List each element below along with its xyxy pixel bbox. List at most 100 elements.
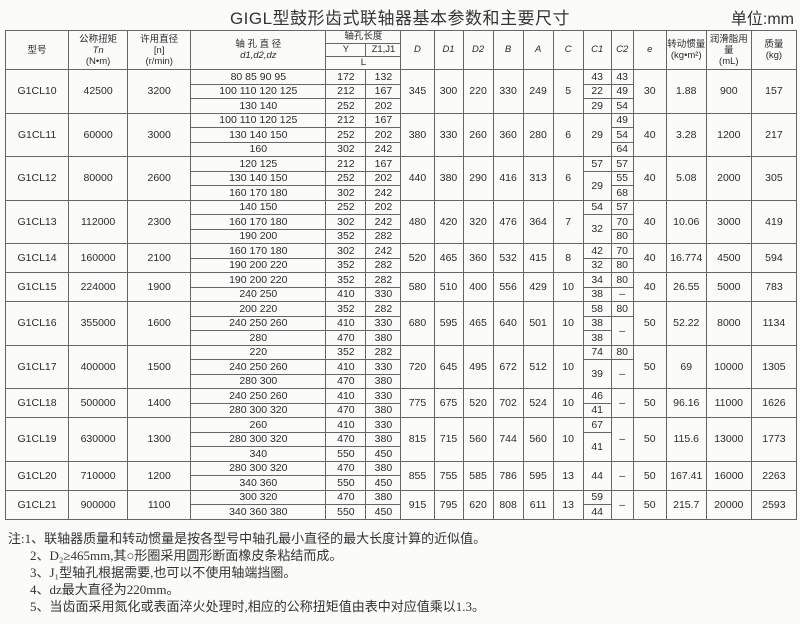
model-cell: G1CL16: [4, 301, 70, 346]
torque-cell: 160000: [68, 243, 129, 273]
torque-cell: 400000: [68, 344, 129, 389]
header-torque-symbol: Tn: [92, 44, 104, 56]
e-cell: 50: [632, 460, 667, 491]
torque-cell: 224000: [68, 272, 129, 302]
C2-cell: –: [610, 417, 634, 462]
C1-cell: 41: [582, 431, 612, 462]
length-z-cell: 330: [365, 286, 402, 302]
bore-diameter-cell: 100 110 120 125: [190, 112, 327, 128]
D-cell: 480: [400, 199, 435, 244]
length-y-cell: 352: [325, 301, 367, 317]
D-cell: 345: [400, 69, 435, 114]
C2-cell: 54: [610, 127, 634, 143]
C1-cell: 58: [582, 301, 612, 317]
C2-cell: 57: [610, 199, 634, 215]
B-cell: 744: [492, 417, 524, 462]
length-y-cell: 410: [325, 286, 367, 302]
B-cell: 808: [492, 489, 524, 520]
header-D: D: [400, 30, 435, 70]
B-cell: 556: [492, 272, 524, 302]
C1-cell: 41: [582, 402, 612, 418]
bore-diameter-cell: 300 320: [190, 489, 327, 505]
length-z-cell: 282: [365, 301, 402, 317]
mass-cell: 419: [750, 199, 798, 244]
length-y-cell: 252: [325, 98, 367, 114]
inertia-cell: 1.88: [665, 69, 707, 114]
length-z-cell: 450: [365, 446, 402, 462]
D2-cell: 520: [462, 388, 494, 418]
C-cell: 10: [552, 272, 584, 302]
e-cell: 40: [632, 272, 667, 302]
length-z-cell: 450: [365, 475, 402, 491]
mass-cell: 157: [750, 69, 798, 114]
B-cell: 702: [492, 388, 524, 418]
table-row: G1CL16 355000 1600 200 220 352 282 680 595 465 64…: [4, 301, 798, 346]
C2-cell: 80: [610, 228, 634, 244]
table-row: 100 110 120 125 212 167 22 49: [6, 83, 797, 99]
length-y-cell: 212: [325, 156, 367, 172]
length-z-cell: 282: [365, 272, 402, 288]
C1-cell: 43: [582, 69, 612, 85]
table-row: G1CL18 500000 1400 240 250 260 410 330 775 675 5…: [4, 388, 798, 418]
C2-cell: 54: [610, 98, 634, 114]
C2-cell: –: [610, 315, 634, 346]
A-cell: 512: [522, 344, 554, 389]
C1-cell: 44: [582, 460, 612, 491]
grease-cell: 8000: [705, 301, 752, 346]
table-row: 280 300 320 470 380 41: [6, 431, 797, 462]
C1-cell: 57: [582, 156, 612, 172]
C2-cell: 55: [610, 170, 634, 186]
inertia-cell: 10.06: [665, 199, 707, 244]
C2-cell: 80: [610, 301, 634, 317]
C1-cell: 29: [582, 98, 612, 114]
C-cell: 10: [552, 301, 584, 346]
model-cell: G1CL15: [4, 272, 70, 302]
D1-cell: 755: [433, 460, 464, 491]
length-y-cell: 352: [325, 257, 367, 273]
mass-cell: 1626: [750, 388, 798, 418]
length-y-cell: 352: [325, 228, 367, 244]
length-y-cell: 212: [325, 112, 367, 128]
C1-cell: 38: [582, 315, 612, 331]
C1-cell: 34: [582, 272, 612, 288]
length-y-cell: 212: [325, 83, 367, 99]
mass-cell: 2593: [750, 489, 798, 520]
length-y-cell: 470: [325, 373, 367, 389]
torque-cell: 60000: [68, 112, 129, 157]
length-z-cell: 380: [365, 489, 402, 505]
D-cell: 775: [400, 388, 435, 418]
C2-cell: 80: [610, 257, 634, 273]
length-y-cell: 470: [325, 460, 367, 476]
grease-cell: 20000: [705, 489, 752, 520]
grease-cell: 10000: [705, 344, 752, 389]
C1-cell: 42: [582, 243, 612, 259]
table-row: 160 170 180 302 242 32 70: [6, 214, 797, 244]
header-B-label: B: [504, 44, 512, 55]
length-y-cell: 302: [325, 185, 367, 201]
table-row: G1CL15 224000 1900 190 200 220 352 282 580 510 4…: [4, 272, 798, 302]
header-e-label: e: [647, 44, 653, 55]
length-z-cell: 202: [365, 170, 402, 186]
speed-cell: 1300: [127, 417, 192, 462]
header-model: 型号: [4, 30, 70, 70]
table-row: G1CL20 710000 1200 280 300 320 470 380 855 755 5…: [4, 460, 798, 491]
header-D-label: D: [414, 44, 421, 55]
C1-cell: 38: [582, 330, 612, 346]
C2-cell: 43: [610, 69, 634, 85]
header-D2: D2: [462, 30, 494, 70]
torque-cell: 80000: [68, 156, 129, 201]
grease-cell: 3000: [705, 199, 752, 244]
e-cell: 40: [632, 243, 667, 273]
bore-diameter-cell: 130 140 150: [190, 127, 327, 143]
inertia-cell: 215.7: [665, 489, 707, 520]
model-cell: G1CL10: [4, 69, 70, 114]
e-cell: 50: [632, 344, 667, 389]
C-cell: 10: [552, 417, 584, 462]
C2-cell: 70: [610, 243, 634, 259]
table-row: 240 250 260 410 330 38–: [6, 315, 797, 346]
header-torque-label: 公称扭矩: [79, 33, 118, 45]
speed-cell: 2100: [127, 243, 192, 273]
header-D2-label: D2: [471, 44, 485, 55]
header-D1-label: D1: [442, 44, 455, 55]
C1-cell: 74: [582, 344, 612, 360]
